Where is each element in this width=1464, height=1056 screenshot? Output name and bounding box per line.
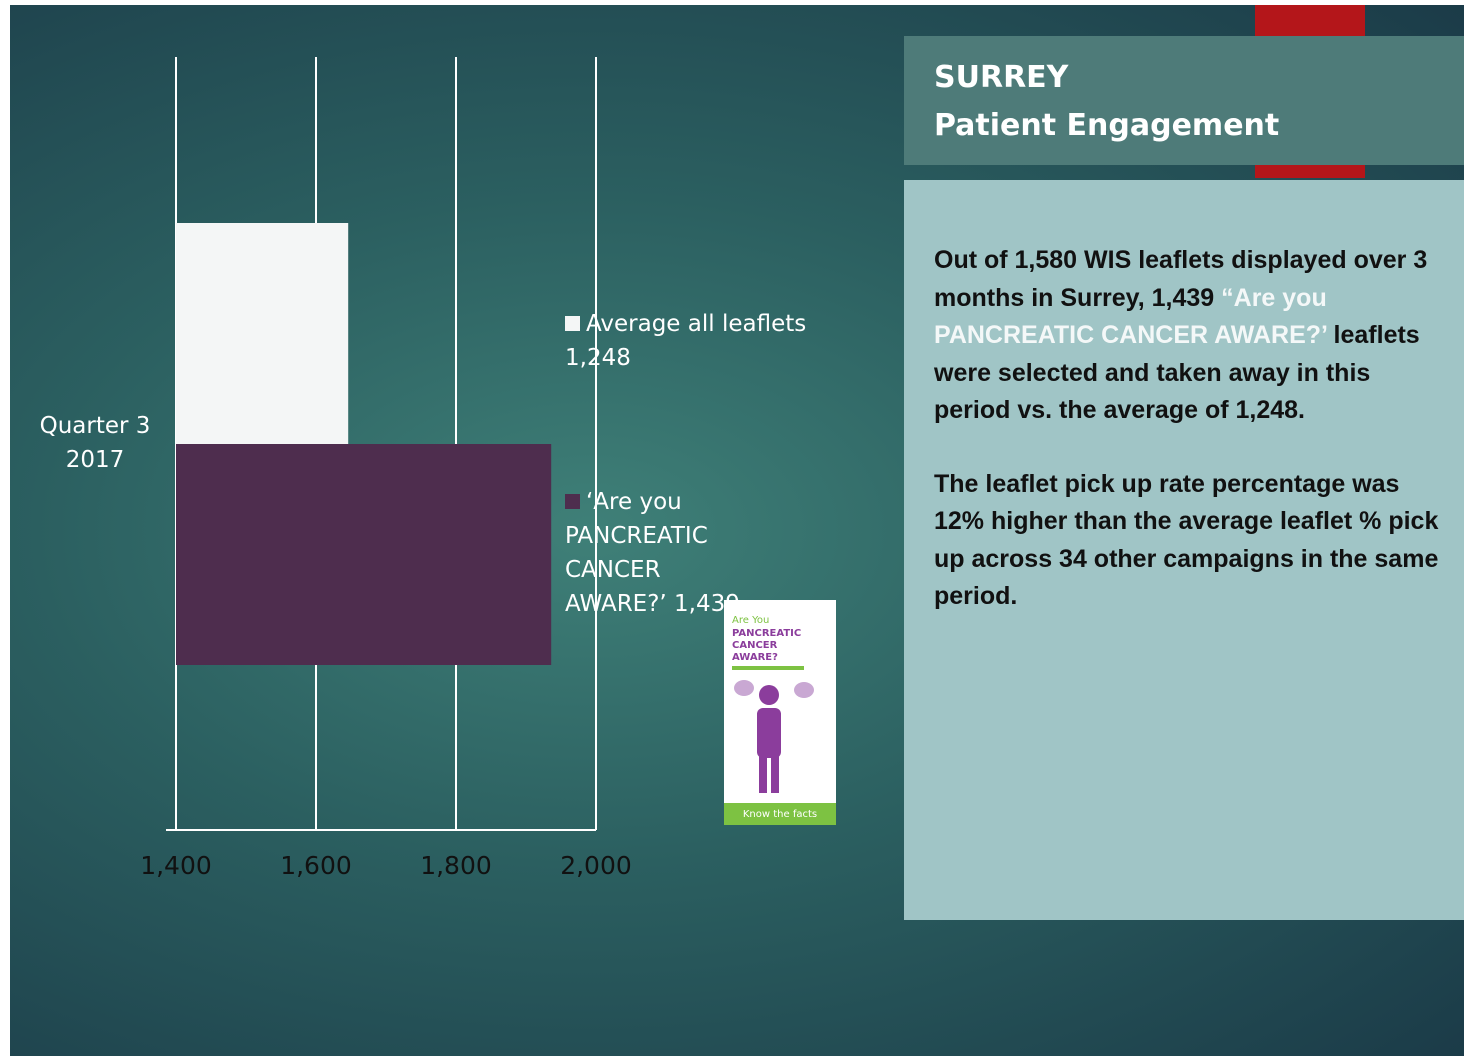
leaflet-text: AWARE? <box>732 652 778 663</box>
leaflet-image: Are You PANCREATIC CANCER AWARE? Know th… <box>724 600 836 825</box>
leaflet-figure <box>759 685 779 705</box>
leaflet-text: Are You <box>732 615 769 626</box>
leaflet-figure <box>759 755 767 793</box>
slide: SURREY Patient Engagement Out of 1,580 W… <box>10 5 1464 1056</box>
bar <box>176 223 348 444</box>
leaflet-text: CANCER <box>732 640 778 651</box>
leaflet-stripe <box>732 666 804 670</box>
leaflet-bubble <box>734 680 754 696</box>
bar <box>176 444 551 665</box>
x-tick-label: 2,000 <box>560 851 632 880</box>
leaflet-text: PANCREATIC <box>732 628 801 639</box>
x-tick-label: 1,400 <box>140 851 212 880</box>
x-tick-label: 1,600 <box>280 851 352 880</box>
leaflet-figure <box>757 708 781 758</box>
leaflet-text: Know the facts <box>743 809 817 820</box>
x-tick-label: 1,800 <box>420 851 492 880</box>
leaflet-figure <box>771 755 779 793</box>
leaflet-bubble <box>794 682 814 698</box>
chart: Are You PANCREATIC CANCER AWARE? Know th… <box>10 5 1464 1056</box>
page: SURREY Patient Engagement Out of 1,580 W… <box>0 0 1464 1056</box>
